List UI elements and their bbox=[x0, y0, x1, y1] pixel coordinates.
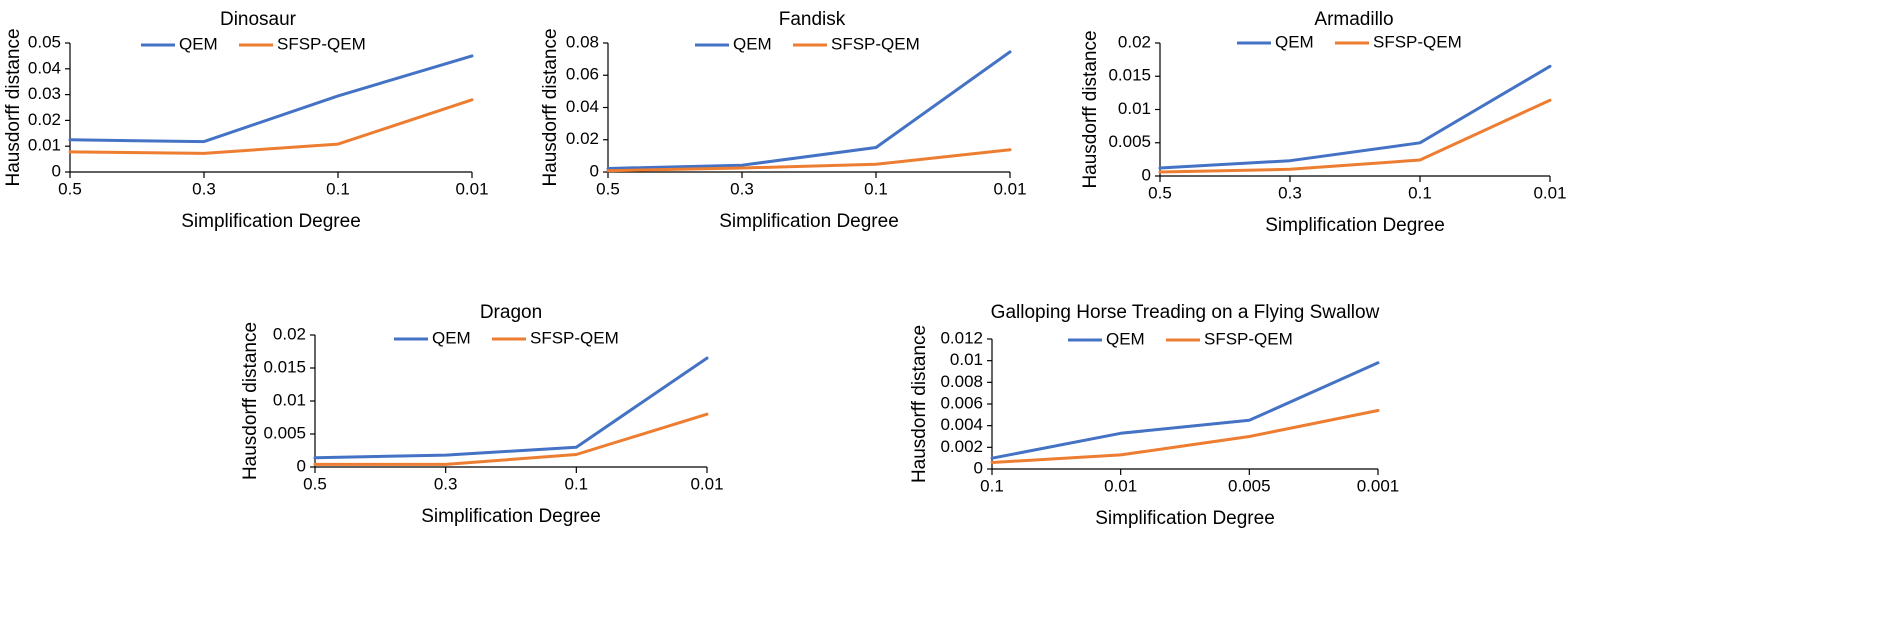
x-axis-label: Simplification Degree bbox=[181, 211, 361, 232]
y-tick-label: 0.02 bbox=[566, 129, 599, 148]
y-tick-label: 0.002 bbox=[940, 437, 983, 456]
x-tick-label: 0.005 bbox=[1228, 476, 1271, 495]
x-tick-label: 0.001 bbox=[1357, 476, 1400, 495]
y-tick-label: 0.006 bbox=[940, 393, 983, 412]
y-tick-label: 0.04 bbox=[28, 58, 61, 77]
x-tick-label: 0.01 bbox=[1533, 183, 1566, 202]
series-line-qem bbox=[990, 361, 1380, 460]
y-tick-label: 0.02 bbox=[273, 324, 306, 343]
series-line-qem bbox=[313, 356, 709, 460]
x-tick-label: 0.5 bbox=[596, 179, 620, 198]
series-line-qem bbox=[68, 54, 474, 144]
series-line-sfsp-qem bbox=[606, 148, 1012, 173]
series-line-sfsp-qem bbox=[1158, 98, 1552, 174]
y-tick-label: 0.01 bbox=[950, 350, 983, 369]
y-axis-label: Hausdorff distance bbox=[1080, 30, 1101, 188]
chart-title: Fandisk bbox=[779, 9, 846, 30]
x-tick-label: 0.1 bbox=[864, 179, 888, 198]
legend-label: SFSP-QEM bbox=[1373, 32, 1462, 51]
y-axis-label: Hausdorff distance bbox=[540, 28, 561, 186]
legend-label: QEM bbox=[1275, 32, 1314, 51]
x-tick-label: 0.01 bbox=[993, 179, 1026, 198]
series-line-sfsp-qem bbox=[68, 98, 474, 155]
y-tick-label: 0 bbox=[1142, 165, 1151, 184]
y-tick-label: 0.03 bbox=[28, 84, 61, 103]
chart-title: Galloping Horse Treading on a Flying Swa… bbox=[991, 302, 1380, 323]
x-tick-label: 0.01 bbox=[690, 474, 723, 493]
y-tick-label: 0 bbox=[297, 456, 306, 475]
y-tick-label: 0.01 bbox=[273, 390, 306, 409]
y-tick-label: 0.05 bbox=[28, 32, 61, 51]
x-tick-label: 0.1 bbox=[980, 476, 1004, 495]
y-tick-label: 0.06 bbox=[566, 65, 599, 84]
y-tick-label: 0.004 bbox=[940, 415, 983, 434]
series-line-sfsp-qem bbox=[313, 412, 709, 466]
chart-panel-2: Fandisk 0 0.02 0.04 0.06 0.08 0.5 0.3 0.1 0.01 Sim… bbox=[540, 9, 1027, 232]
series-line-qem bbox=[1158, 64, 1552, 170]
y-tick-label: 0.02 bbox=[28, 110, 61, 129]
x-tick-label: 0.3 bbox=[434, 474, 458, 493]
chart-title: Dragon bbox=[480, 302, 542, 323]
legend-label: SFSP-QEM bbox=[831, 34, 920, 53]
legend-label: SFSP-QEM bbox=[277, 34, 366, 53]
y-axis-label: Hausdorff distance bbox=[240, 322, 261, 480]
legend: QEM SFSP-QEM bbox=[1068, 329, 1293, 348]
x-tick-label: 0.3 bbox=[1278, 183, 1302, 202]
y-tick-label: 0.005 bbox=[263, 423, 306, 442]
x-tick-label: 0.5 bbox=[58, 179, 82, 198]
x-tick-label: 0.5 bbox=[1148, 183, 1172, 202]
y-axis-label: Hausdorff distance bbox=[3, 28, 24, 186]
legend: QEM SFSP-QEM bbox=[141, 34, 366, 53]
x-tick-label: 0.1 bbox=[565, 474, 589, 493]
y-tick-label: 0.01 bbox=[28, 136, 61, 155]
series-line-sfsp-qem bbox=[990, 409, 1380, 464]
x-tick-label: 0.3 bbox=[192, 179, 216, 198]
chart-panel-3: Armadillo 0 0.005 0.01 0.015 0.02 0.5 0.3 0.1 0.0… bbox=[1080, 9, 1567, 236]
y-tick-label: 0 bbox=[590, 161, 599, 180]
y-tick-label: 0.015 bbox=[1108, 66, 1151, 85]
chart-panel-1: Dinosaur 0 0.01 0.02 0.03 0.04 0.05 0.5 0.3 0.1 0.… bbox=[3, 9, 489, 232]
legend: QEM SFSP-QEM bbox=[695, 34, 920, 53]
x-tick-label: 0.1 bbox=[1408, 183, 1432, 202]
chart-title: Dinosaur bbox=[220, 9, 297, 30]
legend-label: SFSP-QEM bbox=[1204, 329, 1293, 348]
x-tick-label: 0.01 bbox=[1104, 476, 1137, 495]
y-tick-label: 0.04 bbox=[566, 97, 599, 116]
x-tick-label: 0.1 bbox=[326, 179, 350, 198]
x-tick-label: 0.3 bbox=[730, 179, 754, 198]
y-tick-label: 0.005 bbox=[1108, 132, 1151, 151]
x-tick-label: 0.5 bbox=[303, 474, 327, 493]
legend: QEM SFSP-QEM bbox=[394, 328, 619, 347]
chart-panel-5: Galloping Horse Treading on a Flying Swa… bbox=[909, 302, 1399, 529]
y-tick-label: 0 bbox=[974, 458, 983, 477]
legend-label: QEM bbox=[1106, 329, 1145, 348]
legend-label: QEM bbox=[432, 328, 471, 347]
chart-panel-4: Dragon 0 0.005 0.01 0.015 0.02 0.5 0.3 0.1 0.01 Si… bbox=[240, 302, 724, 527]
series-line-qem bbox=[606, 50, 1012, 170]
y-tick-label: 0.008 bbox=[940, 372, 983, 391]
x-axis-label: Simplification Degree bbox=[421, 506, 601, 527]
legend-label: QEM bbox=[733, 34, 772, 53]
y-tick-label: 0 bbox=[52, 161, 61, 180]
x-tick-label: 0.01 bbox=[455, 179, 488, 198]
y-tick-label: 0.02 bbox=[1118, 32, 1151, 51]
y-axis-label: Hausdorff distance bbox=[909, 325, 930, 483]
x-axis-label: Simplification Degree bbox=[719, 211, 899, 232]
y-tick-label: 0.015 bbox=[263, 357, 306, 376]
y-tick-label: 0.08 bbox=[566, 32, 599, 51]
legend: QEM SFSP-QEM bbox=[1237, 32, 1462, 51]
y-tick-label: 0.01 bbox=[1118, 99, 1151, 118]
x-axis-label: Simplification Degree bbox=[1095, 508, 1275, 529]
y-tick-label: 0.012 bbox=[940, 328, 983, 347]
x-axis-label: Simplification Degree bbox=[1265, 215, 1445, 236]
legend-label: QEM bbox=[179, 34, 218, 53]
chart-title: Armadillo bbox=[1314, 9, 1393, 30]
legend-label: SFSP-QEM bbox=[530, 328, 619, 347]
